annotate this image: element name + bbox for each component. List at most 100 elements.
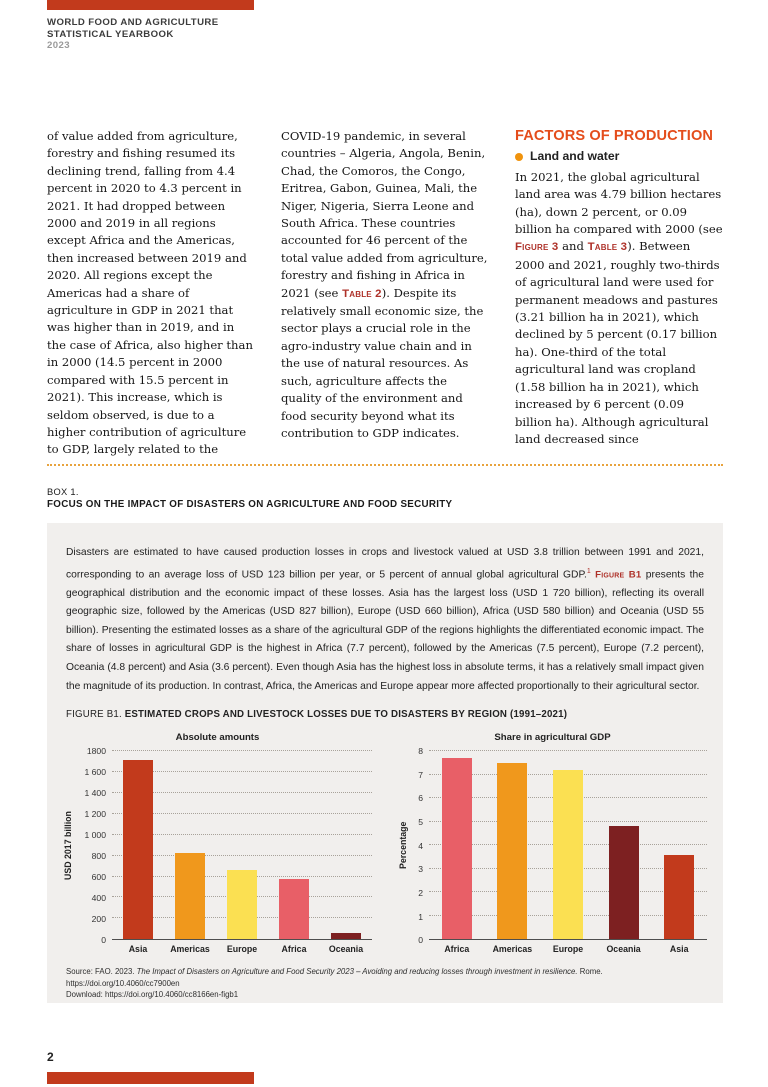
y-axis-ticks: 0 1 2 3 4 5 6 7 8 <box>411 746 429 945</box>
header-title-line2: STATISTICAL YEARBOOK <box>47 28 174 40</box>
column3-text-part2: ). Between 2000 and 2021, roughly two-th… <box>515 239 720 446</box>
figure-b1-charts: Absolute amounts USD 2017 billion 0 200 40… <box>63 732 707 954</box>
page-number: 2 <box>47 1050 54 1064</box>
y-tick-label: 400 <box>91 893 106 904</box>
bar-europe <box>552 769 583 940</box>
source-prefix: Source: FAO. 2023. <box>66 967 137 977</box>
y-tick-label: 7 <box>418 769 423 780</box>
y-tick-label: 0 <box>418 935 423 946</box>
x-label-offset <box>398 944 429 954</box>
bar-americas <box>497 762 528 940</box>
bar-cell <box>540 751 596 940</box>
chart-body: Percentage 0 1 2 3 4 5 6 7 8 <box>398 746 707 945</box>
bar-americas <box>175 852 205 940</box>
section-heading-factors-of-production: FACTORS OF PRODUCTION <box>515 128 714 144</box>
subheading-label: Land and water <box>530 149 620 164</box>
y-tick-label: 3 <box>418 864 423 875</box>
article-column-2: COVID-19 pandemic, in several countries … <box>281 128 489 459</box>
bar-cell <box>485 751 541 940</box>
y-tick-label: 5 <box>418 817 423 828</box>
figure3-reference-link[interactable]: Figure 3 <box>515 241 559 254</box>
gridline <box>429 750 707 752</box>
y-tick-label: 2 <box>418 887 423 898</box>
download-label: Download: <box>66 990 106 1000</box>
page-header: WORLD FOOD AND AGRICULTURE STATISTICAL Y… <box>47 17 219 52</box>
y-tick-label: 1 600 <box>84 767 106 778</box>
source-line1: Source: FAO. 2023. The Impact of Disaste… <box>66 966 704 978</box>
y-tick-label: 4 <box>418 840 423 851</box>
y-axis-label: USD 2017 billion <box>63 811 73 881</box>
y-axis-ticks: 0 200 400 600 800 1 000 1 200 1 400 1 600 1800 <box>76 746 112 945</box>
x-axis-labels: Asia Americas Europe Africa Oceania <box>63 944 372 954</box>
gridline <box>112 812 372 814</box>
gridline <box>112 791 372 793</box>
bar-asia <box>664 854 695 940</box>
article-column-1: of value added from agriculture, forestr… <box>47 128 255 459</box>
bar-cell <box>164 751 216 940</box>
chart-share-in-agricultural-gdp: Share in agricultural GDP Percentage 0 1 2… <box>398 732 707 954</box>
box1-paragraph: Disasters are estimated to have caused p… <box>66 544 704 696</box>
y-tick-label: 800 <box>91 851 106 862</box>
box-text-part1: Disasters are estimated to have caused p… <box>66 547 704 581</box>
chart-absolute-amounts: Absolute amounts USD 2017 billion 0 200 40… <box>63 732 372 954</box>
bar-cell <box>596 751 652 940</box>
chart-body: USD 2017 billion 0 200 400 600 800 1 000 1 200… <box>63 746 372 945</box>
figure-b1-caption: FIGURE B1. ESTIMATED CROPS AND LIVESTOCK… <box>66 709 704 720</box>
y-tick-label: 6 <box>418 793 423 804</box>
figure-b1-label: FIGURE B1. <box>66 709 125 721</box>
bar-oceania <box>331 933 361 940</box>
plot-area <box>429 750 707 941</box>
bar-africa <box>441 758 472 940</box>
x-axis-category-label: Americas <box>170 944 210 955</box>
gridline <box>112 833 372 835</box>
bar-africa <box>279 878 309 940</box>
figure-source-note: Source: FAO. 2023. The Impact of Disaste… <box>66 966 704 1001</box>
bar-cell <box>429 751 485 940</box>
y-axis-label: Percentage <box>398 821 408 870</box>
header-year: 2023 <box>47 40 70 51</box>
y-tick-label: 1800 <box>86 746 106 757</box>
chart-title: Absolute amounts <box>175 732 260 744</box>
footnote-marker[interactable]: 1 <box>586 567 591 575</box>
source-doi-link[interactable]: https://doi.org/10.4060/cc7900en <box>66 978 180 988</box>
y-tick-label: 1 <box>418 911 423 922</box>
source-suffix: Rome. <box>577 967 603 977</box>
y-tick-label: 1 200 <box>84 809 106 820</box>
bar-cell <box>651 751 707 940</box>
x-axis-labels: Africa Americas Europe Oceania Asia <box>398 944 707 954</box>
y-tick-label: 600 <box>91 872 106 883</box>
bar-oceania <box>608 826 639 940</box>
bar-cell <box>216 751 268 940</box>
column1-text: of value added from agriculture, forestr… <box>47 129 253 457</box>
x-axis-category-label: Africa <box>281 944 307 955</box>
x-axis-category-label: Africa <box>444 944 470 955</box>
bars <box>429 751 707 940</box>
gridline <box>112 750 372 752</box>
figureb1-reference-link[interactable]: Figure B1 <box>595 569 642 581</box>
brand-bar-bottom <box>47 1072 254 1084</box>
column2-text-part2: ). Despite its relatively small economic… <box>281 285 484 440</box>
source-line2: https://doi.org/10.4060/cc7900en <box>66 978 704 990</box>
source-line3: Download: https://doi.org/10.4060/cc8166… <box>66 989 704 1001</box>
box1-label: BOX 1. <box>47 487 79 497</box>
bar-cell <box>268 751 320 940</box>
x-axis-category-label: Asia <box>128 944 148 955</box>
box-text-part2: presents the geographical distribution a… <box>66 569 704 692</box>
table2-reference-link[interactable]: Table 2 <box>342 287 382 300</box>
download-doi-link[interactable]: https://doi.org/10.4060/cc8166en-figb1 <box>105 990 239 1000</box>
y-tick-label: 1 000 <box>84 830 106 841</box>
x-axis-category-label: Oceania <box>328 944 364 955</box>
dotted-section-divider <box>47 464 723 466</box>
table3-reference-link[interactable]: Table 3 <box>587 241 628 254</box>
box1-header: BOX 1. FOCUS ON THE IMPACT OF DISASTERS … <box>47 487 452 510</box>
y-tick-label: 1 400 <box>84 788 106 799</box>
gridline <box>112 854 372 856</box>
box1-panel: Disasters are estimated to have caused p… <box>47 523 723 1003</box>
box1-title: FOCUS ON THE IMPACT OF DISASTERS ON AGRI… <box>47 498 453 510</box>
y-tick-label: 200 <box>91 914 106 925</box>
bar-cell <box>320 751 372 940</box>
plot-area <box>112 750 372 941</box>
bars <box>112 751 372 940</box>
bar-europe <box>227 870 257 940</box>
